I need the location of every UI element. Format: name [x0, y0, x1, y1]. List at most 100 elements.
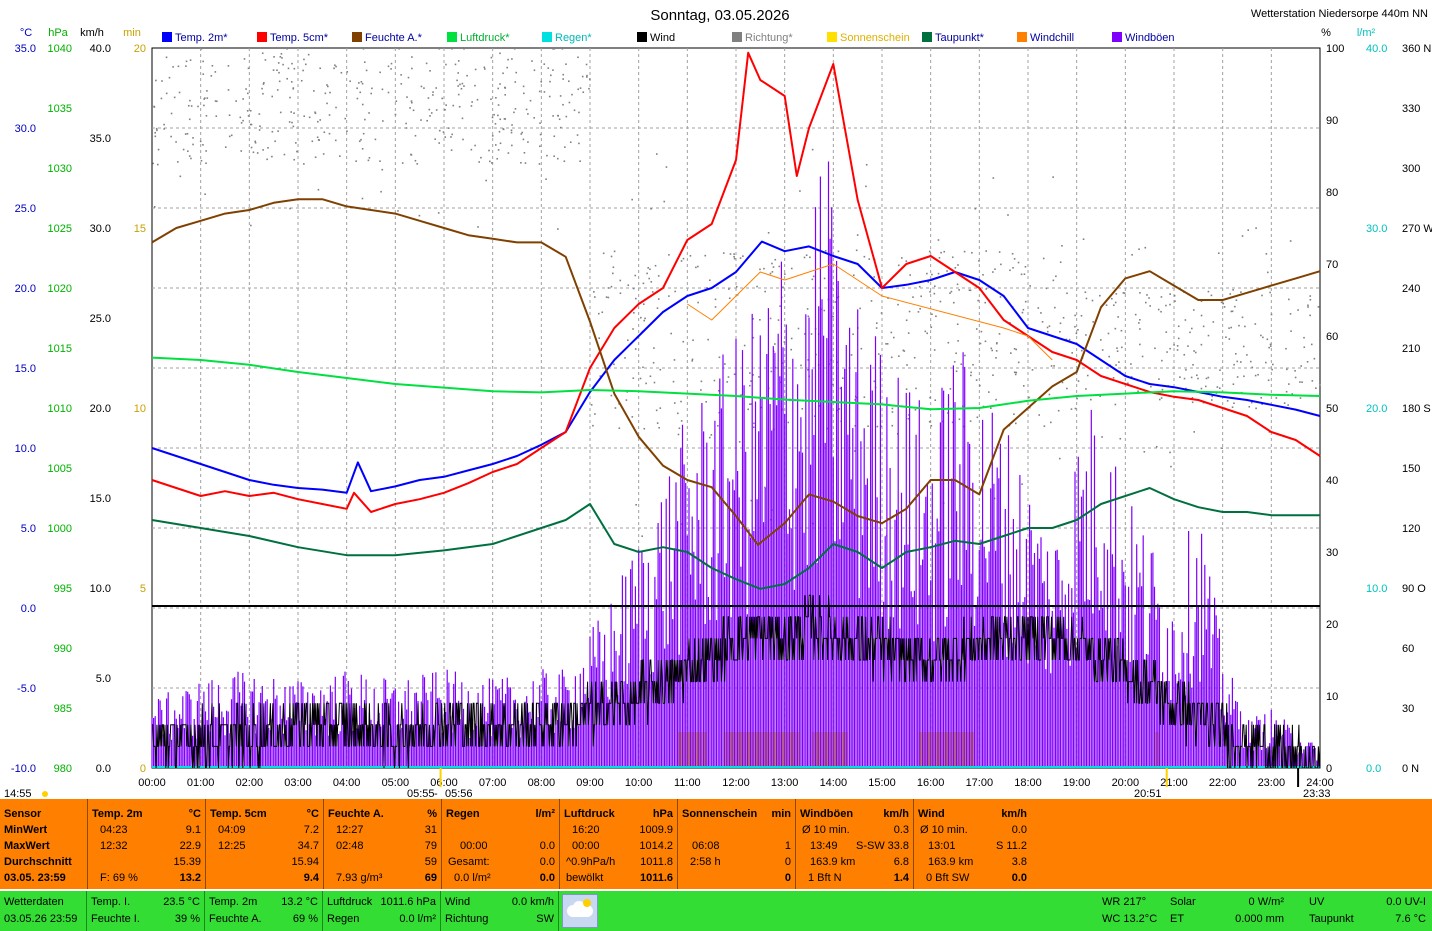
- direction-dot: [624, 357, 626, 359]
- bottom-luftdruck-label: Luftdruck: [327, 896, 373, 908]
- direction-dot: [1266, 338, 1269, 341]
- direction-dot: [387, 65, 390, 68]
- direction-dot: [612, 266, 615, 269]
- legend-label: Taupunkt*: [935, 32, 985, 44]
- direction-dot: [1229, 293, 1232, 295]
- wind-tick: 35.0: [90, 133, 111, 145]
- direction-dot: [1294, 370, 1296, 372]
- direction-dot: [495, 96, 497, 99]
- direction-dot: [1179, 376, 1181, 378]
- direction-dot: [933, 349, 936, 351]
- direction-dot: [834, 301, 837, 303]
- direction-dot: [1020, 273, 1023, 276]
- pressure-tick: 980: [54, 763, 72, 775]
- feuchte-min-val: 31: [424, 824, 437, 836]
- direction-dot: [205, 162, 207, 165]
- direction-dot: [474, 144, 476, 147]
- direction-dot: [863, 396, 866, 398]
- direction-dot: [258, 113, 261, 115]
- temp-tick: 20.0: [15, 283, 36, 295]
- time-tick: 03:00: [284, 777, 312, 789]
- direction-dot: [1160, 397, 1163, 399]
- direction-dot: [646, 272, 648, 275]
- direction-dot: [533, 117, 535, 119]
- direction-dot: [295, 142, 297, 144]
- direction-dot: [276, 89, 279, 91]
- wind-current: 0.0: [1011, 872, 1027, 884]
- bottom-col-outdoor: Temp. 2m 13.2 °C Feuchte A. 69 %: [205, 891, 323, 931]
- direction-dot: [915, 387, 917, 390]
- boeen-row3-label: 163.9 km: [810, 856, 856, 868]
- direction-dot: [1231, 310, 1234, 313]
- direction-dot: [824, 249, 827, 252]
- direction-dot: [1303, 346, 1306, 349]
- direction-dot: [476, 98, 479, 101]
- direction-dot: [1053, 365, 1055, 367]
- direction-dot: [1082, 238, 1085, 240]
- direction-dot: [1192, 363, 1194, 366]
- legend-swatch: [637, 32, 647, 42]
- direction-dot: [649, 375, 652, 378]
- direction-dot: [1169, 347, 1171, 350]
- direction-dot: [457, 93, 460, 96]
- direction-dot: [245, 88, 247, 90]
- direction-dot: [990, 407, 992, 409]
- direction-dot: [1031, 369, 1034, 371]
- direction-dot: [240, 150, 243, 152]
- direction-dot: [1143, 450, 1146, 453]
- direction-dot: [175, 141, 177, 143]
- time-tick: 24:00: [1306, 777, 1334, 789]
- direction-dot: [557, 228, 559, 230]
- direction-dot: [880, 425, 883, 428]
- direction-dot: [1193, 431, 1195, 433]
- direction-dot: [1114, 301, 1117, 304]
- direction-dot: [729, 253, 732, 255]
- temp2m-extra: F: 69 %: [100, 872, 138, 884]
- direction-dot: [627, 339, 629, 342]
- direction-dot: [205, 114, 208, 117]
- direction-dot: [897, 264, 900, 267]
- temp2m-avg: 15.39: [173, 856, 201, 868]
- direction-dot: [875, 322, 878, 324]
- humidity-tick: 10: [1326, 691, 1338, 703]
- regen-row2-time: 00:00: [460, 840, 488, 852]
- direction-dot: [1107, 332, 1110, 335]
- taupunkt-series: [151, 487, 1320, 590]
- direction-dot: [1115, 293, 1118, 295]
- temp-tick: 30.0: [15, 123, 36, 135]
- bottom-et-val: 0.000 mm: [1235, 913, 1284, 925]
- direction-dot: [977, 299, 979, 302]
- direction-dot: [214, 100, 217, 102]
- direction-dot: [689, 255, 692, 257]
- direction-dot: [598, 337, 600, 340]
- direction-dot: [581, 75, 584, 78]
- direction-dot: [429, 70, 431, 72]
- direction-dot: [361, 147, 364, 150]
- direction-dot: [293, 158, 296, 161]
- direction-dot: [411, 56, 413, 58]
- direction-dot: [243, 58, 246, 60]
- direction-dot: [1076, 397, 1078, 400]
- direction-dot: [787, 421, 790, 424]
- direction-dot: [891, 411, 894, 413]
- direction-dot: [918, 285, 921, 288]
- direction-dot: [470, 148, 473, 151]
- direction-dot: [592, 424, 594, 427]
- direction-dot: [632, 328, 634, 330]
- direction-dot: [1169, 293, 1171, 295]
- time-tick: 02:00: [236, 777, 264, 789]
- direction-dot: [700, 380, 703, 383]
- direction-dot: [250, 123, 253, 126]
- direction-dot: [1017, 361, 1020, 364]
- direction-dot: [423, 87, 425, 89]
- direction-dot: [811, 148, 814, 151]
- direction-dot: [457, 85, 459, 87]
- direction-dot: [205, 150, 207, 152]
- direction-dot: [1130, 363, 1132, 365]
- legend-label: Temp. 5cm*: [270, 32, 329, 44]
- direction-dot: [823, 277, 826, 280]
- direction-dot: [1146, 294, 1148, 296]
- x-axis: 00:00 01:00 02:00 03:00 04:00 05:00 06:00 07:00…: [138, 768, 1334, 792]
- direction-tick: 210: [1402, 343, 1420, 355]
- direction-dot: [483, 68, 486, 70]
